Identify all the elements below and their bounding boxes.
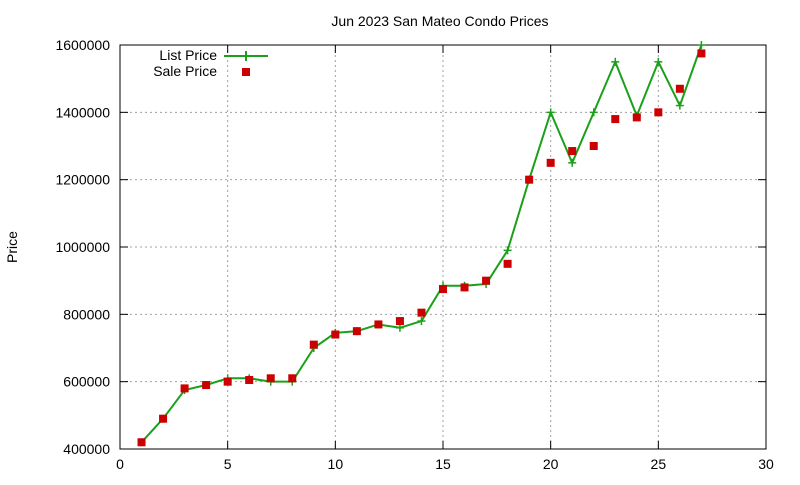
data-point-list-price [395,323,404,332]
data-point-sale-price [137,438,146,447]
data-point-sale-price [482,276,491,285]
x-tick-label: 5 [224,456,232,472]
tick-layer: 0 5 10 15 20 25 30 400000 600000 800000 1000000 120… [55,37,774,472]
x-tick-label: 15 [435,456,451,472]
data-point-sale-price [503,259,512,268]
data-point-list-price [503,246,512,255]
data-point-sale-price [417,308,426,317]
data-point-list-price [611,57,620,66]
data-point-list-price [589,108,598,117]
y-tick-label: 600000 [63,374,110,390]
x-tick-label: 30 [758,456,774,472]
y-axis-label: Price [4,231,20,263]
data-point-list-price [568,158,577,167]
x-tick-label: 20 [543,456,559,472]
chart-title: Jun 2023 San Mateo Condo Prices [331,13,548,29]
data-point-sale-price [589,142,598,150]
data-point-sale-price [266,374,275,383]
data-point-sale-price [288,374,297,383]
x-tick-label: 25 [651,456,667,472]
y-tick-label: 800000 [63,306,110,322]
data-point-sale-price [374,320,383,329]
y-tick-label: 1600000 [55,37,110,53]
data-point-sale-price [525,175,534,184]
grid-layer [120,45,766,449]
y-tick-label: 1000000 [55,239,110,255]
data-point-list-price [675,101,684,110]
y-tick-label: 400000 [63,441,110,457]
data-point-sale-price [568,147,577,156]
data-point-list-price [697,41,706,49]
data-point-sale-price [654,108,663,117]
series-sale-price [137,49,706,447]
data-point-list-price [654,57,663,66]
data-point-sale-price [180,384,189,393]
data-point-sale-price [697,49,706,58]
data-point-sale-price [309,340,318,349]
legend-marker-list-price [241,51,251,61]
data-point-list-price [417,317,426,326]
data-point-list-price [546,108,555,117]
data-point-sale-price [546,158,555,167]
data-point-sale-price [352,327,361,336]
x-tick-label: 0 [116,456,124,472]
data-point-sale-price [395,317,404,326]
data-point-sale-price [245,375,254,384]
data-point-sale-price [331,330,340,339]
data-point-sale-price [439,285,447,294]
data-point-sale-price [159,414,168,423]
data-point-sale-price [611,115,620,124]
legend-label-sale-price: Sale Price [153,63,217,79]
y-tick-label: 1200000 [55,172,110,188]
y-tick-label: 1400000 [55,104,110,120]
x-tick-label: 10 [328,456,344,472]
legend: List Price Sale Price [153,47,268,79]
data-point-sale-price [675,84,684,93]
data-point-sale-price [632,113,641,122]
legend-label-list-price: List Price [159,47,217,63]
legend-marker-sale-price [242,68,250,76]
series-list-price [137,41,706,447]
data-point-sale-price [202,381,211,390]
series-layer [137,41,706,447]
data-point-sale-price [223,377,232,386]
data-point-sale-price [460,283,469,292]
